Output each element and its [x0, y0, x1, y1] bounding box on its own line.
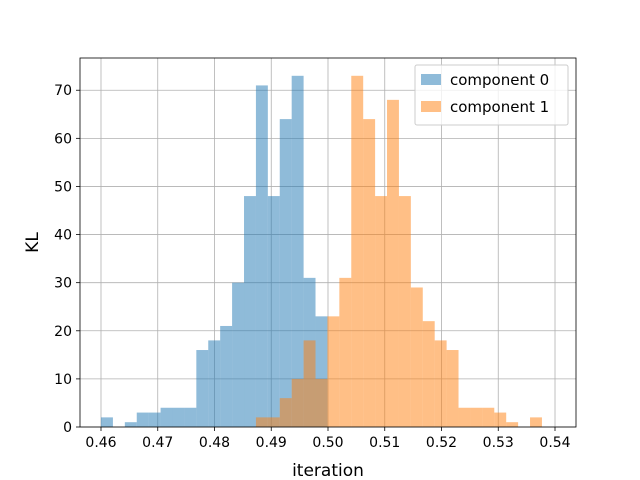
bar-component-0	[315, 316, 328, 427]
y-tick-label: 40	[54, 228, 72, 244]
bar-component-1	[363, 119, 376, 427]
legend: component 0 component 1	[414, 64, 569, 126]
bar-component-0	[220, 325, 233, 427]
x-tick-label: 0.53	[483, 435, 514, 451]
ticks: 0.46 0.47 0.48 0.49 0.50 0.51 0.52 0.53 0.54 0 10 2…	[54, 83, 571, 451]
x-tick-label: 0.48	[199, 435, 230, 451]
bar-component-1	[530, 417, 542, 427]
bar-component-0	[279, 119, 292, 427]
bar-component-1	[375, 196, 388, 427]
bar-component-0	[208, 340, 221, 427]
y-axis-label: KL	[23, 232, 43, 253]
bar-component-0	[124, 422, 137, 427]
bar-component-1	[422, 321, 435, 427]
bar-component-0	[184, 407, 197, 427]
bar-component-1	[446, 350, 459, 427]
x-tick-label: 0.54	[539, 435, 570, 451]
y-tick-label: 10	[54, 372, 72, 388]
x-tick-label: 0.47	[142, 435, 173, 451]
bar-component-1	[482, 407, 495, 427]
y-tick-label: 50	[54, 179, 72, 195]
bar-component-0	[136, 412, 149, 427]
bar-component-0	[255, 85, 268, 427]
x-axis-label: iteration	[292, 461, 364, 480]
bar-component-1	[279, 398, 292, 427]
bar-component-1	[494, 412, 507, 427]
bar-component-1	[434, 340, 447, 427]
bar-component-0	[232, 282, 245, 427]
bar-component-1	[267, 417, 280, 427]
bar-component-0	[244, 196, 256, 427]
y-tick-label: 60	[54, 131, 72, 147]
bar-component-1	[506, 422, 519, 427]
bar-component-0	[196, 350, 209, 427]
bar-component-1	[291, 378, 304, 427]
bar-component-1	[339, 277, 352, 427]
y-tick-label: 0	[63, 420, 72, 436]
x-tick-label: 0.50	[312, 435, 343, 451]
legend-box	[414, 64, 569, 126]
bar-component-1	[387, 99, 399, 427]
y-tick-label: 70	[54, 83, 72, 99]
bar-component-1	[351, 75, 364, 427]
x-tick-label: 0.49	[256, 435, 287, 451]
bar-component-1	[315, 378, 328, 427]
bar-component-0	[291, 75, 304, 427]
legend-label-component-0: component 0	[450, 71, 549, 89]
legend-swatch-component-0	[421, 74, 441, 85]
legend-label-component-1: component 1	[450, 98, 549, 116]
bar-component-1	[458, 407, 471, 427]
bar-component-0	[148, 412, 161, 427]
x-tick-label: 0.51	[369, 435, 400, 451]
bar-component-0	[100, 417, 113, 427]
bar-component-0	[160, 407, 173, 427]
bar-component-1	[470, 407, 483, 427]
legend-swatch-component-1	[421, 101, 441, 112]
x-tick-label: 0.46	[85, 435, 116, 451]
bar-component-1	[303, 340, 316, 427]
y-tick-label: 20	[54, 324, 72, 340]
bar-component-1	[398, 196, 411, 427]
bar-component-0	[172, 407, 185, 427]
bar-component-1	[255, 417, 268, 427]
bar-component-1	[410, 287, 423, 427]
bars	[100, 75, 542, 427]
x-tick-label: 0.52	[426, 435, 457, 451]
bar-component-0	[267, 196, 280, 427]
y-tick-label: 30	[54, 276, 72, 292]
bar-component-1	[327, 316, 340, 427]
